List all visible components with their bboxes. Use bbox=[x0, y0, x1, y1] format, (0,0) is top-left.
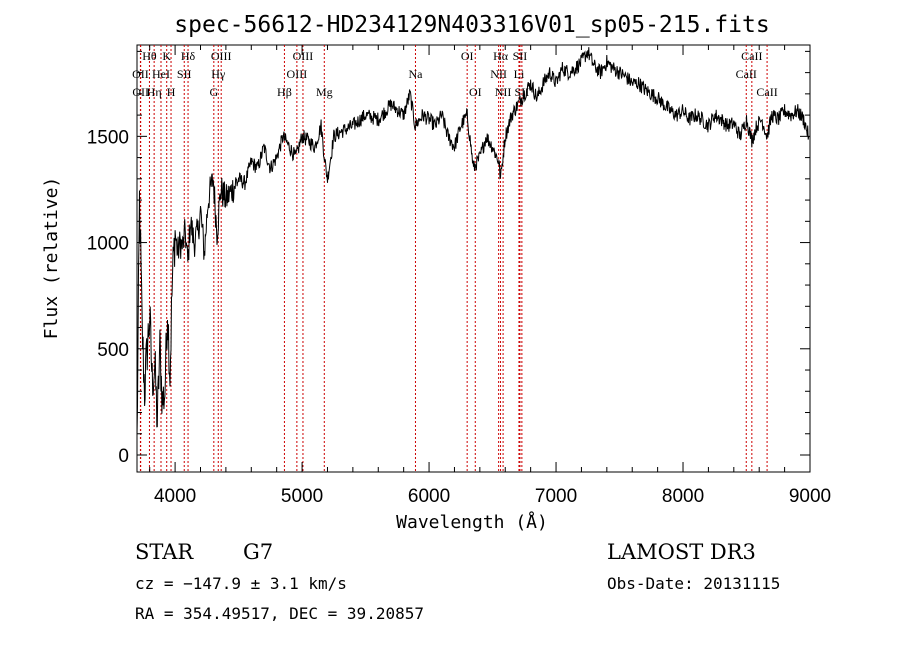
x-tick-label: 4000 bbox=[154, 486, 196, 507]
spectral-line-label: K bbox=[162, 49, 171, 63]
x-tick-label: 6000 bbox=[408, 486, 450, 507]
spectral-line-label: OI bbox=[469, 85, 482, 99]
spectral-line-label: CaII bbox=[736, 67, 757, 81]
y-tick-label: 1500 bbox=[87, 127, 129, 148]
coordinates: RA = 354.49517, DEC = 39.20857 bbox=[135, 604, 424, 623]
object-class: STAR bbox=[135, 540, 194, 564]
spectral-line-markers bbox=[139, 45, 768, 472]
y-tick-label: 500 bbox=[97, 340, 129, 361]
spectral-line-label: Hδ bbox=[181, 49, 196, 63]
spectral-subclass: G7 bbox=[243, 540, 273, 564]
y-tick-label: 1000 bbox=[87, 234, 129, 255]
spectral-line-label: CaII bbox=[741, 49, 762, 63]
spectral-line-label: OI bbox=[461, 49, 474, 63]
observation-date: Obs-Date: 20131115 bbox=[607, 574, 780, 593]
spectral-line-label: OIII bbox=[287, 67, 308, 81]
spectral-line-label: Mg bbox=[316, 85, 333, 99]
x-tick-label: 5000 bbox=[281, 486, 323, 507]
y-axis-ticks: 0 500 1000 1500 bbox=[87, 50, 810, 467]
spectral-line-label: H bbox=[167, 85, 176, 99]
spectral-line-label: Na bbox=[408, 67, 423, 81]
spectral-line-label: Hη bbox=[147, 85, 162, 99]
y-axis-label: Flux (relative) bbox=[41, 177, 62, 340]
spectral-line-label: NII bbox=[495, 85, 512, 99]
info-panel: STAR G7 LAMOST DR3 cz = −147.9 ± 3.1 km/… bbox=[135, 540, 780, 623]
x-tick-label: 9000 bbox=[789, 486, 831, 507]
spectral-line-label: NII bbox=[490, 67, 507, 81]
x-tick-label: 8000 bbox=[662, 486, 704, 507]
spectral-line-label: OII bbox=[132, 85, 149, 99]
y-tick-label: 0 bbox=[118, 446, 129, 467]
spectral-line-label: G bbox=[209, 85, 218, 99]
spectral-line-label: SII bbox=[515, 85, 530, 99]
plot-frame bbox=[136, 44, 811, 473]
spectral-line-label: OIII bbox=[293, 49, 314, 63]
spectral-line-label: HeI bbox=[152, 67, 170, 81]
spectral-line-label: CaII bbox=[756, 85, 777, 99]
spectral-line-label: SII bbox=[513, 49, 528, 63]
survey-name: LAMOST DR3 bbox=[607, 540, 756, 564]
spectral-line-label: Hβ bbox=[277, 85, 292, 99]
flux-series-line bbox=[136, 47, 810, 436]
spectral-line-label: OII bbox=[132, 67, 149, 81]
spectral-line-label: SII bbox=[177, 67, 192, 81]
spectral-line-label: Hα bbox=[493, 49, 509, 63]
spectral-line-label: Hγ bbox=[211, 67, 226, 81]
x-axis-ticks: 4000 5000 6000 7000 8000 9000 bbox=[149, 45, 831, 507]
spectral-line-label: Li bbox=[514, 67, 525, 81]
redshift-value: cz = −147.9 ± 3.1 km/s bbox=[135, 574, 347, 593]
x-tick-label: 7000 bbox=[535, 486, 577, 507]
x-axis-label: Wavelength (Å) bbox=[396, 511, 548, 533]
chart-title: spec-56612-HD234129N403316V01_sp05-215.f… bbox=[174, 12, 769, 38]
spectral-line-label: Hθ bbox=[142, 49, 157, 63]
spectral-line-label: OIII bbox=[211, 49, 232, 63]
